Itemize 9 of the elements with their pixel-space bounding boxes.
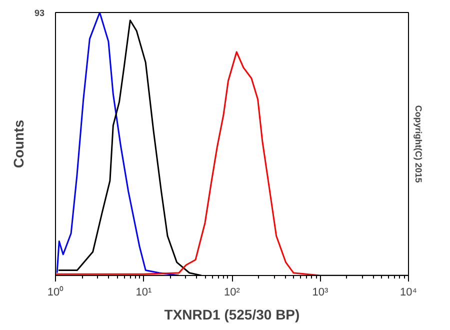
x-tick-label: 10⁰	[47, 286, 64, 298]
x-tick-label: 10¹	[136, 286, 152, 298]
x-tick-label: 10²	[224, 286, 240, 298]
text: 93	[34, 8, 45, 18]
x-tick-label: 10³	[312, 286, 329, 298]
y-axis-title: Counts	[10, 120, 26, 168]
x-tick-label: 10⁴	[400, 286, 418, 298]
text: Copyright(C) 2015	[414, 105, 424, 183]
x-axis-title: TXNRD1 (525/30 BP)	[164, 306, 300, 322]
